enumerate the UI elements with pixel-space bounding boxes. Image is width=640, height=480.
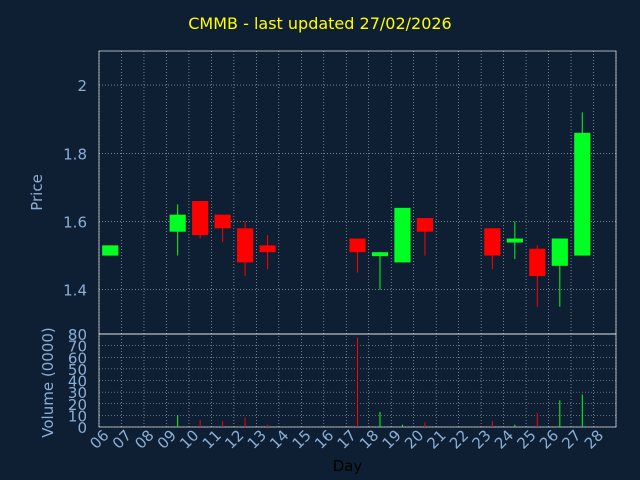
volume-tick-label: 70 <box>68 338 87 356</box>
candle-body <box>416 218 434 232</box>
price-tick-label: 1.4 <box>63 282 87 300</box>
price-panel-frame <box>98 50 617 335</box>
candle-body <box>574 132 591 256</box>
candle-body <box>259 245 276 253</box>
volume-tick-label: 40 <box>68 373 87 391</box>
candle-body <box>214 214 231 229</box>
chart-title: CMMB - last updated 27/02/2026 <box>188 14 452 33</box>
volume-tick-label: 20 <box>68 396 87 414</box>
x-axis-label: Day <box>333 457 363 475</box>
volume-tick-label: 50 <box>68 361 87 379</box>
volume-tick-label: 10 <box>68 407 87 425</box>
candle-body <box>102 245 119 256</box>
volume-tick-label: 30 <box>68 384 87 402</box>
volume-tick-label: 0 <box>77 419 87 437</box>
candle-body <box>169 214 186 232</box>
candle-body <box>349 238 366 253</box>
candle-body <box>371 252 389 257</box>
candle-body <box>394 207 411 263</box>
volume-tick-label: 60 <box>68 349 87 367</box>
candle-body <box>192 201 209 236</box>
price-tick-label: 1.8 <box>63 145 87 163</box>
x-tick-label: 28 <box>581 426 607 452</box>
candle-body <box>237 228 254 263</box>
candle-body <box>529 248 546 277</box>
price-tick-label: 2 <box>77 77 87 95</box>
candle-body <box>506 238 523 243</box>
price-axis-label: Price <box>28 174 46 211</box>
volume-axis-label: Volume (0000) <box>39 327 57 437</box>
price-tick-label: 1.6 <box>63 213 87 231</box>
candle-body <box>484 228 501 256</box>
volume-tick-label: 80 <box>68 326 87 344</box>
candle-body <box>551 238 568 266</box>
